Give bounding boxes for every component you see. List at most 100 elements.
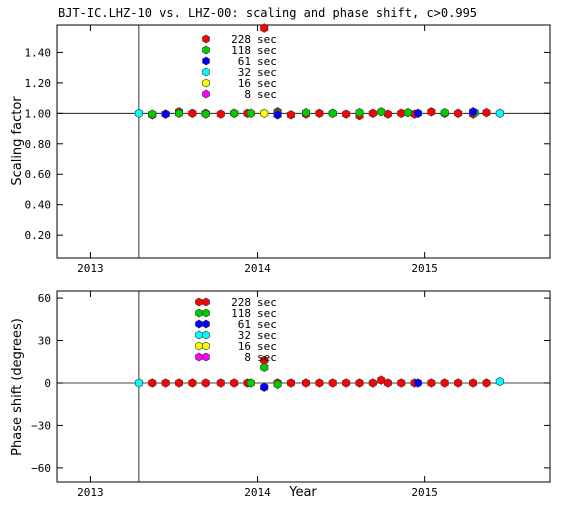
data-point	[315, 108, 324, 118]
x-tick-label: 2014	[244, 486, 271, 499]
legend-marker	[202, 89, 210, 99]
legend-label: 228	[231, 33, 251, 46]
data-point	[454, 108, 463, 118]
legend-unit: sec	[257, 307, 277, 320]
data-point	[230, 108, 239, 118]
data-point	[377, 107, 386, 117]
legend-label: 32	[238, 66, 251, 79]
plot-frame	[56, 290, 551, 483]
data-point	[260, 382, 269, 392]
legend-unit: sec	[257, 77, 277, 90]
data-point	[355, 378, 364, 388]
y-tick-label: 0.20	[25, 229, 52, 242]
x-tick-label: 2014	[244, 262, 271, 275]
legend-marker	[202, 56, 210, 66]
data-point	[427, 107, 436, 117]
data-point	[301, 378, 311, 388]
data-point	[188, 378, 197, 388]
legend-label: 61	[238, 55, 251, 68]
data-point	[161, 378, 170, 388]
y-tick-label: 0	[44, 377, 51, 390]
data-point	[188, 108, 197, 118]
y-tick-label: 30	[38, 335, 51, 348]
legend-marker	[202, 67, 210, 77]
data-point	[440, 107, 449, 118]
scaling-panel: BJT-IC.LHZ-10 vs. LHZ-00: scaling and ph…	[10, 6, 551, 275]
legend-unit: sec	[257, 44, 277, 57]
legend-marker	[195, 319, 203, 329]
legend-unit: sec	[257, 296, 277, 309]
legend-marker	[202, 319, 210, 329]
data-point	[328, 108, 337, 118]
legend-marker	[202, 330, 210, 340]
legend-marker	[195, 352, 203, 362]
y-axis-label: Phase shift (degrees)	[10, 318, 25, 456]
data-point	[482, 378, 491, 388]
legend-marker	[202, 297, 210, 307]
reference-lines	[57, 25, 550, 258]
phase-panel: 60 30 0 −30 −60 2013 2014 2015 228 sec 118 sec 61 s…	[10, 290, 551, 500]
data-point	[368, 108, 377, 118]
data-point	[260, 362, 269, 373]
legend-marker	[195, 341, 203, 351]
y-tick-label: 1.20	[25, 77, 52, 90]
y-axis-ticks: 60 30 0 −30 −60	[31, 292, 550, 475]
data-point	[175, 108, 183, 118]
legend-label: 16	[238, 340, 251, 353]
data-point	[273, 379, 282, 390]
data-point	[134, 378, 143, 388]
legend-label: 16	[238, 77, 251, 90]
data-point	[495, 376, 504, 387]
legend-marker	[195, 308, 203, 318]
data-point	[413, 108, 423, 118]
x-axis-ticks: 2013 2014 2015	[77, 291, 438, 499]
data-point	[495, 108, 504, 118]
x-tick-label: 2013	[77, 486, 104, 499]
data-point	[161, 109, 170, 119]
reference-lines	[57, 291, 550, 482]
y-tick-label: −60	[31, 462, 51, 475]
legend-marker	[202, 308, 210, 318]
data-point	[397, 378, 406, 388]
data-point	[134, 108, 143, 118]
data-point	[377, 375, 386, 385]
y-tick-label: 1.00	[25, 107, 52, 120]
data-point	[397, 108, 406, 118]
legend-marker	[202, 341, 210, 351]
data-point	[216, 378, 225, 388]
x-tick-label: 2015	[411, 262, 438, 275]
legend-marker	[195, 297, 203, 307]
data-point	[148, 378, 157, 388]
legend-label: 8	[244, 88, 251, 101]
legend-label: 118	[231, 44, 251, 57]
data-point	[315, 378, 324, 388]
data-point	[383, 378, 392, 388]
data-point	[427, 378, 436, 388]
legend-marker	[202, 352, 210, 362]
x-tick-label: 2015	[411, 486, 438, 499]
data-point	[454, 378, 463, 388]
legend-label: 32	[238, 329, 251, 342]
data-point	[469, 107, 478, 117]
data-point	[201, 109, 210, 119]
y-tick-label: 0.40	[25, 199, 52, 212]
legend-label: 228	[231, 296, 251, 309]
data-point	[286, 378, 296, 388]
data-point	[342, 109, 351, 119]
legend: 228 sec 118 sec 61 sec 32 sec 16 sec 8 sec	[195, 296, 277, 364]
legend-marker	[202, 78, 210, 88]
legend-unit: sec	[257, 88, 277, 101]
y-tick-label: 60	[38, 292, 51, 305]
legend-label: 118	[231, 307, 251, 320]
data-point	[246, 108, 255, 118]
legend-unit: sec	[257, 340, 277, 353]
y-axis-ticks: 0.20 0.40 0.60 0.80 1.00 1.20 1.40	[25, 46, 550, 242]
y-tick-label: 0.80	[25, 138, 52, 151]
legend-unit: sec	[257, 318, 277, 331]
data-point	[216, 109, 225, 119]
data-points	[134, 23, 504, 121]
data-point	[273, 110, 282, 120]
data-point	[175, 378, 183, 388]
data-point	[383, 109, 392, 119]
